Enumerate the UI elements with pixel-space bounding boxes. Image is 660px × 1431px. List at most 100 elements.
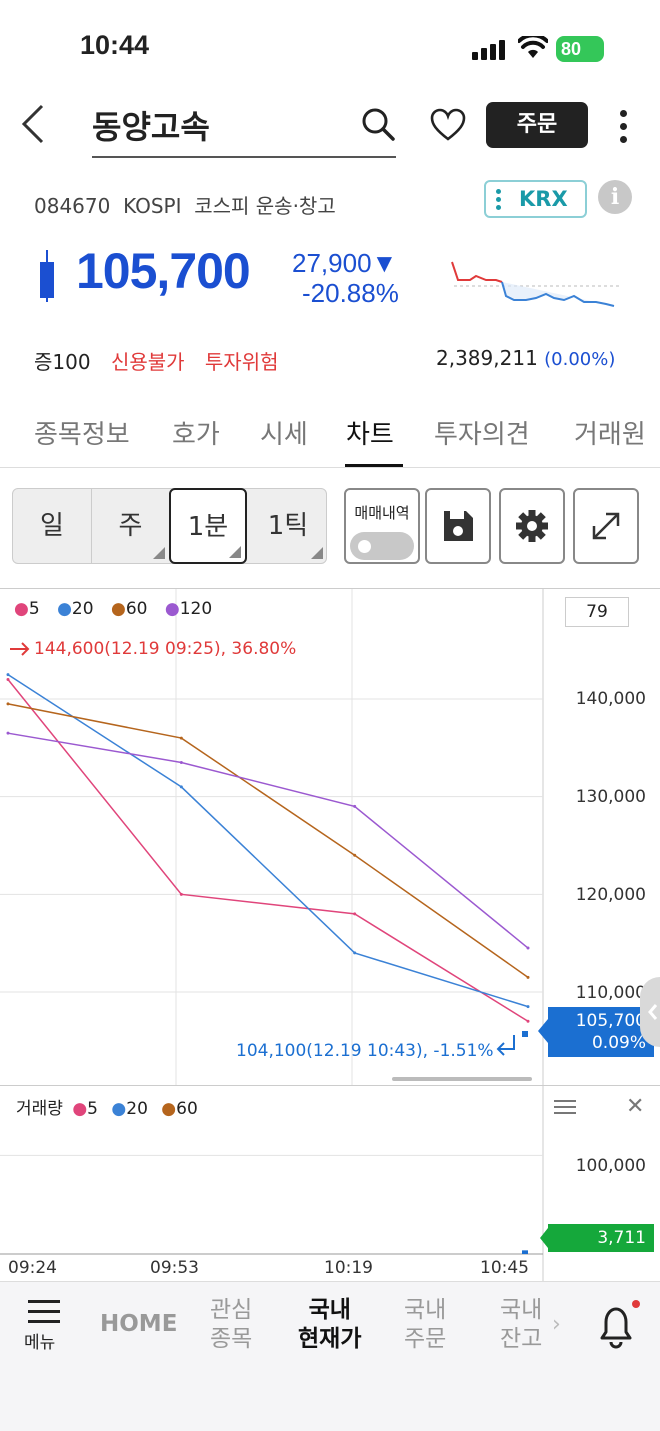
marker-price: 105,700 <box>575 1011 646 1031</box>
settings-button[interactable] <box>499 488 565 564</box>
tab-broker[interactable]: 거래원 <box>574 420 646 450</box>
ma-point-60 <box>179 736 183 740</box>
ma-point-5 <box>353 912 357 916</box>
low-arrow-icon <box>496 1035 515 1056</box>
header: 동양고속 주문 <box>0 96 660 166</box>
dropdown-corner-icon <box>229 546 241 558</box>
nav-domestic-order-line2: 주문 <box>404 1326 447 1352</box>
trade-history-toggle[interactable]: 매매내역 <box>344 488 420 564</box>
nav-domestic-order[interactable]: 국내 주문 <box>404 1296 446 1354</box>
save-icon <box>444 511 473 541</box>
last-price-candle <box>522 1030 528 1037</box>
y-tick-label: 140,000 <box>575 689 646 709</box>
x-tick-label: 10:45 <box>480 1258 529 1278</box>
heart-icon[interactable] <box>430 108 466 142</box>
nav-home[interactable]: HOME <box>100 1311 178 1337</box>
high-arrow-icon <box>10 642 30 656</box>
period-week-button[interactable]: 주 <box>91 489 169 563</box>
change-amount: 27,900 <box>292 248 372 278</box>
more-icon[interactable] <box>612 106 634 146</box>
battery-icon: 80 <box>556 36 604 62</box>
dropdown-corner-icon <box>311 547 323 559</box>
stock-code: 084670 <box>34 194 111 218</box>
stock-info-line: 084670 KOSPI 코스피 운송·창고 <box>34 190 336 219</box>
candlestick-chart[interactable] <box>0 589 660 1085</box>
period-day-button[interactable]: 일 <box>40 511 64 541</box>
legend-ma20: ●20 <box>57 599 94 619</box>
bell-icon[interactable] <box>592 1300 644 1352</box>
chevron-left-icon <box>648 1004 658 1020</box>
volume-axis-label: 100,000 <box>575 1156 646 1176</box>
nav-domestic-balance-line2: 잔고 <box>500 1326 543 1352</box>
ma-point-120 <box>526 946 530 950</box>
side-panel-handle[interactable] <box>640 977 660 1047</box>
candle-icon <box>40 250 54 302</box>
toggle-switch[interactable] <box>350 532 414 560</box>
vol-legend-20: ●20 <box>111 1099 148 1119</box>
crosshair-value: 79 <box>565 597 629 627</box>
signal-icon <box>472 40 505 60</box>
ma-point-120 <box>353 804 357 808</box>
x-tick-label: 10:19 <box>324 1258 373 1278</box>
volume-bars <box>0 1086 544 1282</box>
ma-point-5 <box>179 892 183 896</box>
status-time: 10:44 <box>80 30 150 60</box>
period-1min-button[interactable]: 1분 <box>169 488 247 564</box>
stock-search-field[interactable]: 동양고속 <box>92 96 396 158</box>
ma-point-20 <box>353 951 357 955</box>
ma-point-120 <box>179 760 183 764</box>
tab-opinion[interactable]: 투자의견 <box>434 420 530 450</box>
price-chart[interactable]: ●5 ●20 ●60 ●120 79 144,600(12.19 09:25),… <box>0 588 660 1282</box>
expand-button[interactable] <box>573 488 639 564</box>
chevron-right-icon[interactable]: › <box>552 1312 561 1337</box>
nav-domestic-balance-line1: 국내 <box>500 1297 543 1323</box>
tab-price[interactable]: 시세 <box>260 420 308 450</box>
y-tick-label: 110,000 <box>575 983 646 1003</box>
ma-point-20 <box>6 673 10 677</box>
nav-watchlist[interactable]: 관심 종목 <box>210 1296 252 1354</box>
menu-label[interactable]: 메뉴 <box>24 1333 56 1353</box>
close-icon[interactable]: ✕ <box>626 1094 645 1119</box>
gear-icon <box>516 510 548 542</box>
credit-status: 신용불가 <box>110 350 185 374</box>
margin-rate: 증100 <box>34 350 91 374</box>
tab-bar: 종목정보 호가 시세 차트 투자의견 거래원 <box>0 406 660 468</box>
menu-icon[interactable] <box>28 1300 60 1330</box>
save-button[interactable] <box>425 488 491 564</box>
exchange-label: KRX <box>519 187 568 211</box>
tab-stock-info[interactable]: 종목정보 <box>34 420 130 450</box>
ma-line-20 <box>7 673 529 1008</box>
search-icon[interactable] <box>360 106 396 142</box>
y-tick-label: 130,000 <box>575 787 646 807</box>
ma-line-60 <box>7 703 529 978</box>
active-tab-indicator <box>345 464 403 467</box>
risk-status: 투자위험 <box>204 350 279 374</box>
nav-domestic-price[interactable]: 국내 현재가 <box>298 1296 361 1354</box>
period-1tick-label: 1틱 <box>267 511 309 541</box>
chart-scrollbar[interactable] <box>392 1077 532 1081</box>
price-change: 27,900▼ -20.88% <box>292 248 399 308</box>
exchange-button[interactable]: KRX <box>484 180 587 218</box>
last-volume-bar <box>522 1250 528 1254</box>
list-menu-icon[interactable] <box>554 1100 576 1118</box>
nav-watchlist-line2: 종목 <box>210 1326 253 1352</box>
vertical-dots-icon <box>496 189 501 213</box>
wifi-icon <box>518 36 548 58</box>
legend-ma120: ●120 <box>164 599 213 619</box>
marker-percent: 0.09% <box>591 1033 646 1053</box>
tab-quote[interactable]: 호가 <box>172 420 220 450</box>
y-tick-label: 120,000 <box>575 885 646 905</box>
market-name: KOSPI <box>123 194 182 218</box>
ma-point-60 <box>526 975 530 979</box>
current-price-marker: 105,700 0.09% <box>538 1007 654 1057</box>
nav-domestic-balance[interactable]: 국내 잔고 <box>500 1296 542 1354</box>
info-icon[interactable]: i <box>598 180 632 214</box>
volume-chart[interactable]: 거래량 ●5 ●20 ●60 ✕ 100,000 3,711 09:24 09:… <box>0 1085 660 1282</box>
current-price: 105,700 <box>76 243 251 299</box>
trade-volume: 2,389,211 (0.00%) <box>436 346 615 370</box>
period-1tick-button[interactable]: 1틱 <box>249 489 327 563</box>
order-button[interactable]: 주문 <box>486 102 588 148</box>
tab-chart[interactable]: 차트 <box>346 420 394 450</box>
ma-point-20 <box>179 785 183 789</box>
back-icon[interactable] <box>14 102 54 146</box>
